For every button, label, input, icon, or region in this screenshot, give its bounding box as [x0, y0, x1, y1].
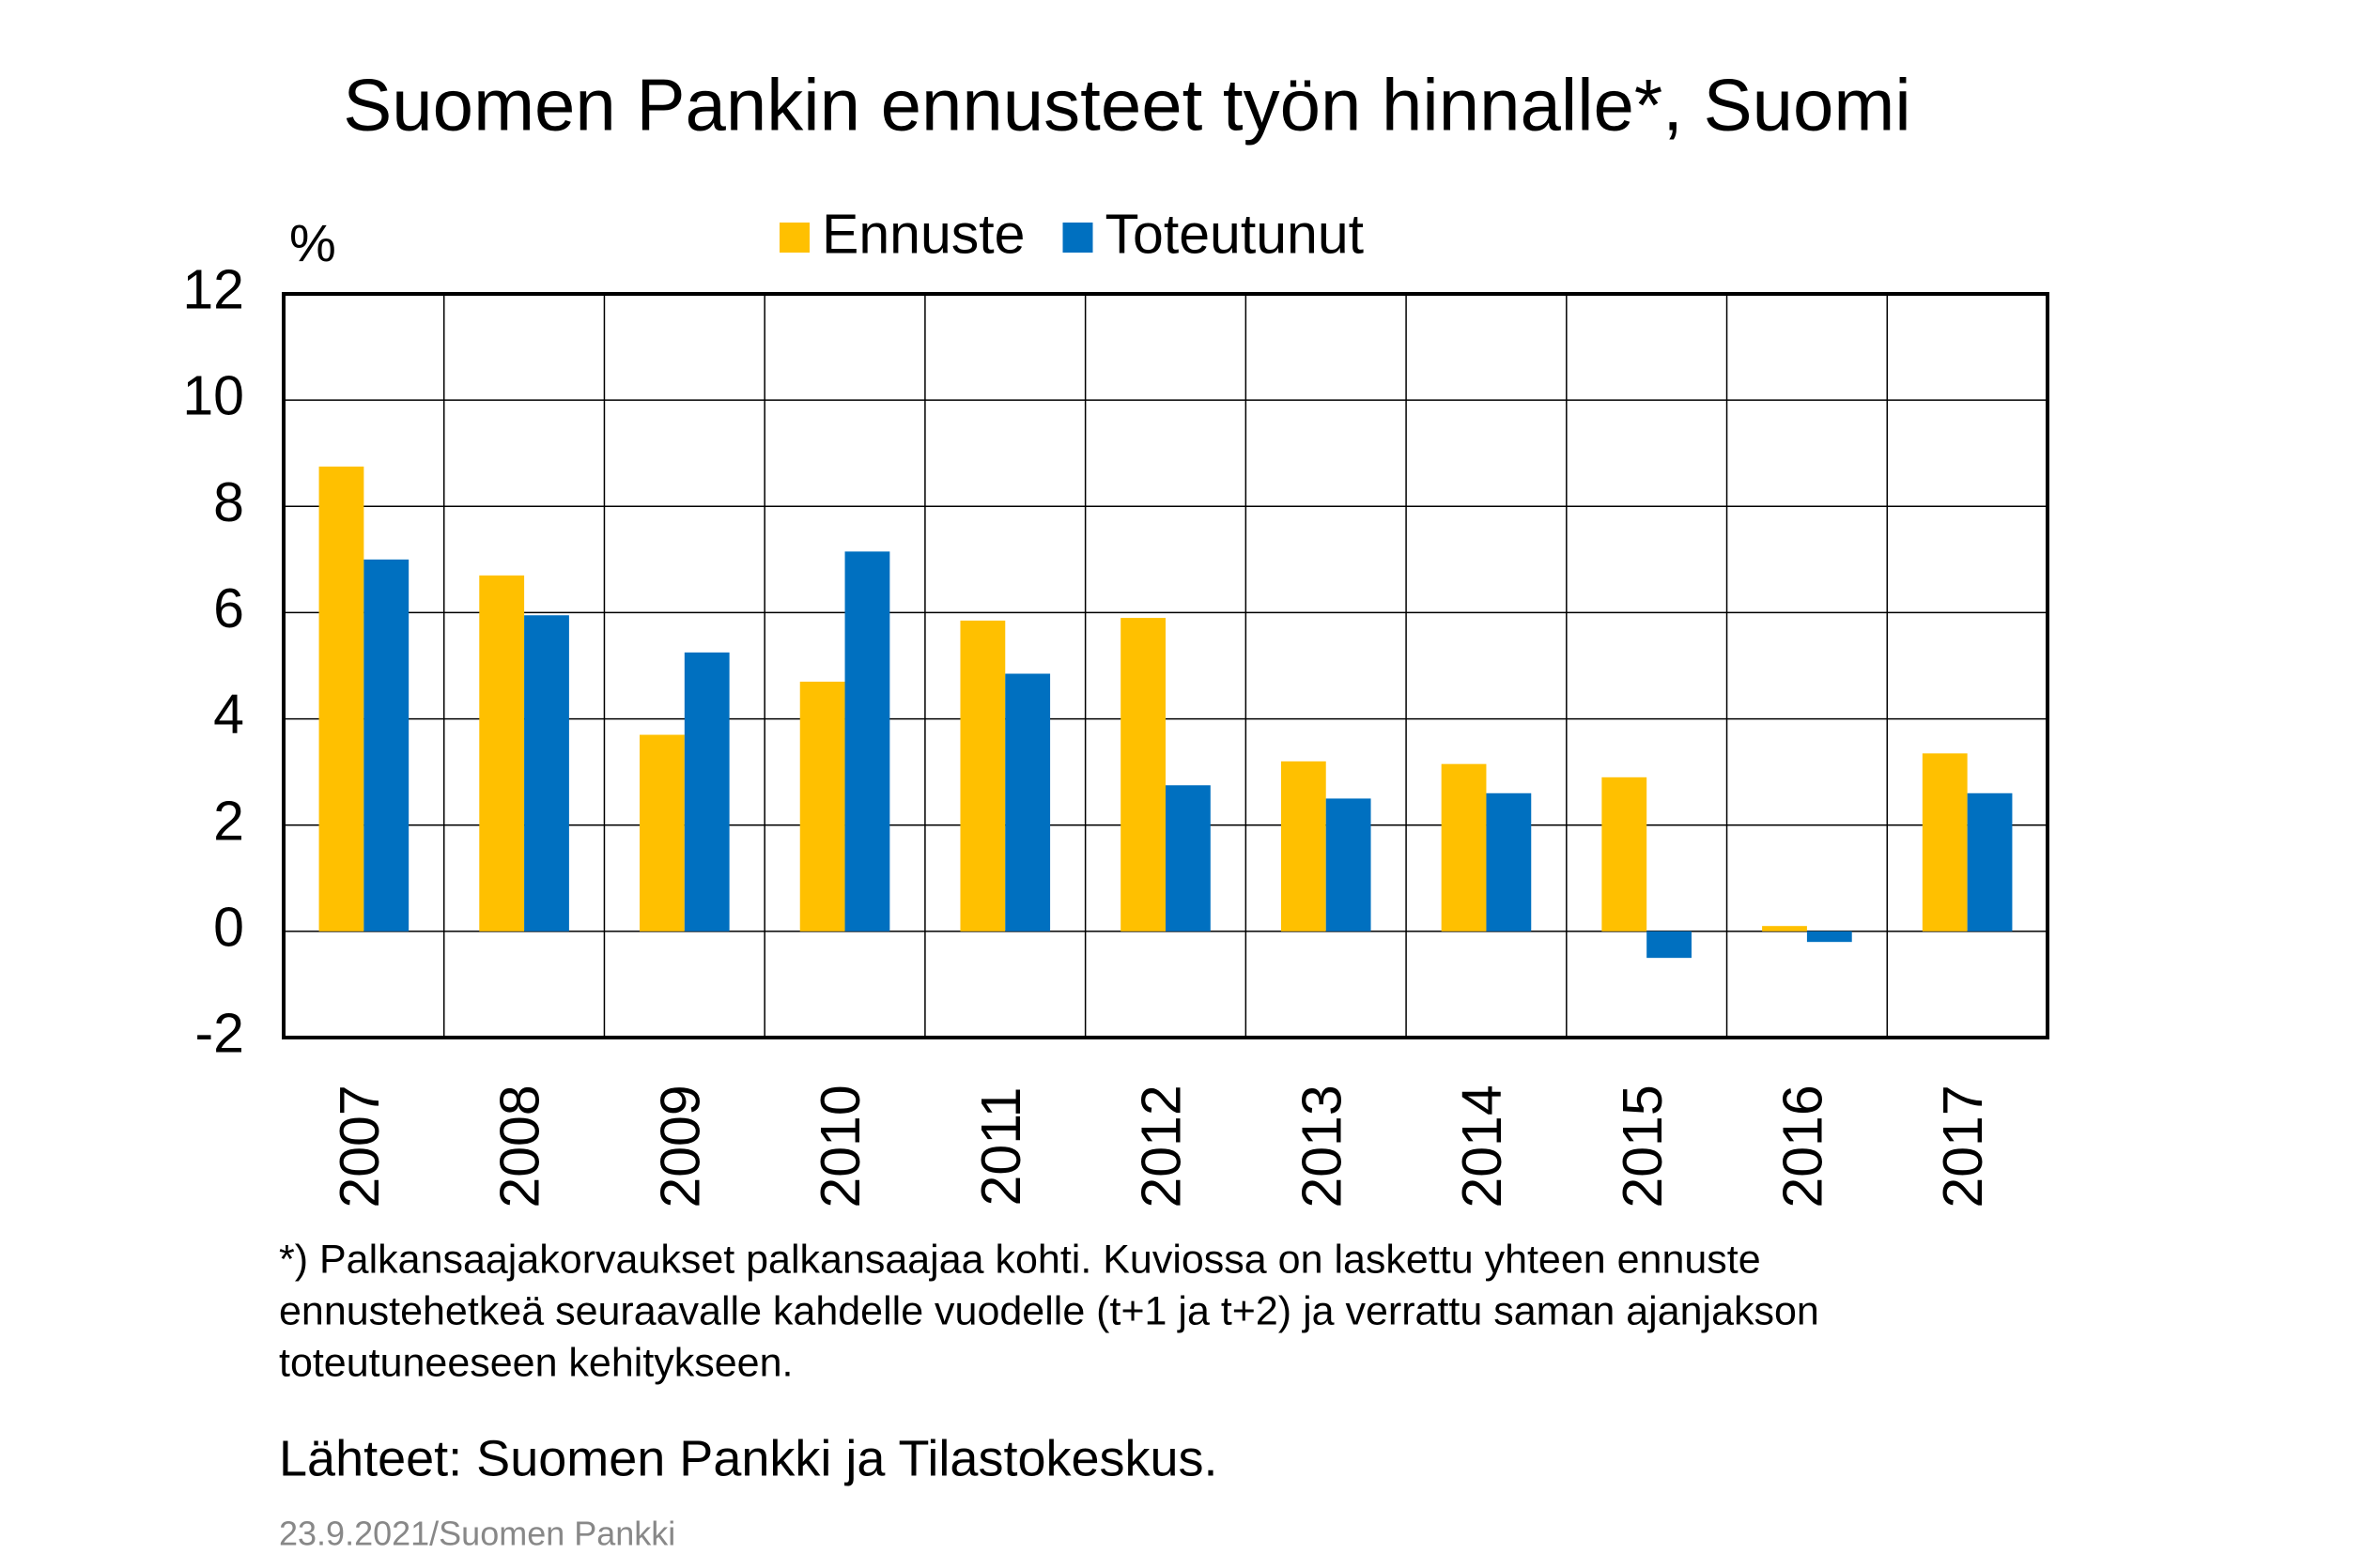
x-tick-label: 2015 [1612, 1085, 1674, 1208]
x-tick-label: 2011 [970, 1087, 1032, 1207]
bar [1166, 785, 1211, 931]
bar [640, 734, 685, 931]
bar [1806, 931, 1852, 943]
y-tick-label: 6 [213, 577, 244, 639]
bar [1325, 798, 1371, 931]
bar [1967, 792, 2013, 931]
y-tick-label: 0 [213, 896, 244, 958]
y-axis-label: % [289, 213, 336, 272]
bar [960, 620, 1006, 931]
footnote: ennustehetkeä seuraavalle kahdelle vuode… [279, 1288, 1819, 1333]
x-tick-label: 2009 [649, 1085, 711, 1208]
bar [1486, 792, 1532, 931]
bar [1280, 761, 1326, 931]
bar [363, 559, 410, 931]
bar [799, 681, 845, 931]
bar [684, 652, 730, 931]
x-tick-label: 2010 [810, 1085, 872, 1208]
y-tick-label: 4 [213, 684, 244, 746]
x-tick-label: 2013 [1290, 1085, 1352, 1208]
y-tick-label: 8 [213, 471, 244, 533]
bar [1601, 777, 1647, 931]
footer: 23.9.2021/Suomen Pankki [279, 1515, 675, 1553]
footnote: *) Palkansaajakorvaukset palkansaajaa ko… [279, 1237, 1761, 1282]
y-tick-label: 10 [182, 365, 244, 427]
x-tick-label: 2016 [1771, 1085, 1833, 1208]
bar [1762, 926, 1807, 931]
chart-title: Suomen Pankin ennusteet työn hinnalle*, … [343, 64, 1910, 146]
bar [479, 575, 525, 931]
x-tick-label: 2017 [1932, 1085, 1994, 1208]
bar [844, 551, 890, 931]
legend-label: Ennuste [822, 204, 1026, 266]
y-tick-label: 2 [213, 790, 244, 852]
legend-swatch [780, 223, 810, 253]
bar [1646, 931, 1692, 959]
bar [524, 615, 569, 931]
source: Lähteet: Suomen Pankki ja Tilastokeskus. [279, 1430, 1218, 1486]
bar [318, 466, 364, 931]
legend-swatch [1062, 223, 1093, 253]
y-tick-label: 12 [182, 259, 244, 321]
plot-frame [282, 292, 2049, 1039]
x-tick-label: 2008 [489, 1085, 551, 1208]
legend-label: Toteutunut [1105, 204, 1365, 266]
bar [1922, 753, 1968, 931]
x-tick-label: 2014 [1451, 1085, 1513, 1208]
bar [1441, 763, 1487, 931]
x-tick-label: 2007 [329, 1085, 391, 1208]
y-tick-label: -2 [195, 1003, 244, 1065]
x-tick-label: 2012 [1131, 1085, 1193, 1208]
footnote: toteutuneeseen kehitykseen. [279, 1340, 793, 1385]
bar [1120, 618, 1166, 931]
bar [1005, 673, 1051, 931]
